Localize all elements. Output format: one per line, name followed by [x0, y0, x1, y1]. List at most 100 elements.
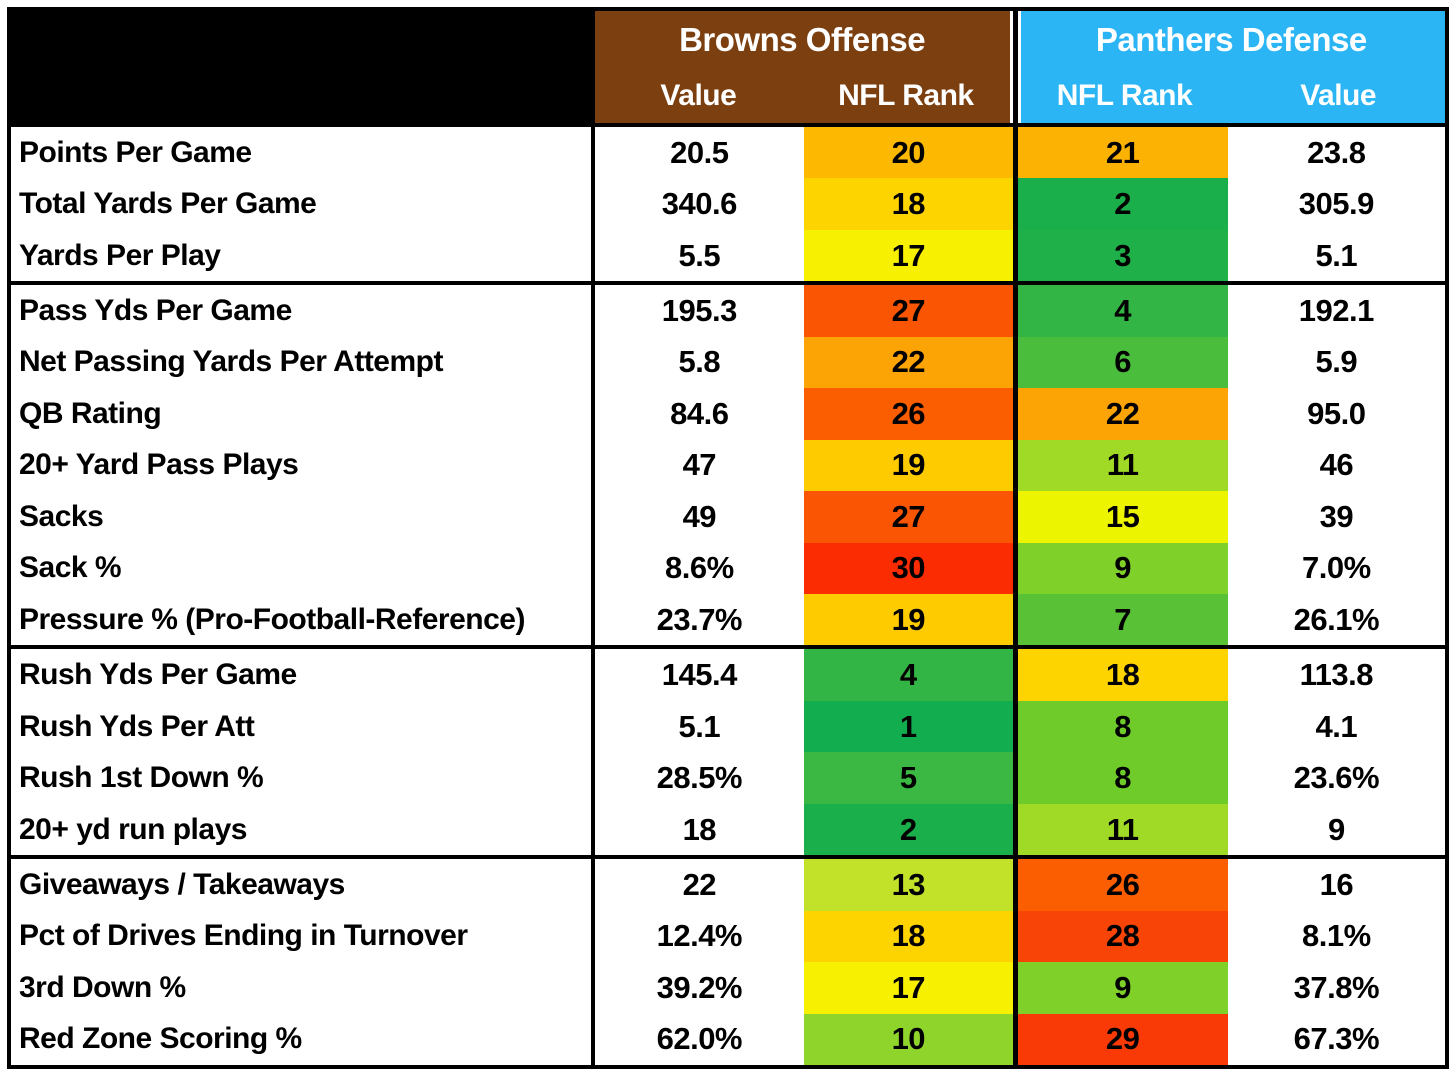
panthers-rank-cell: 4	[1012, 285, 1228, 337]
panthers-value-cell: 305.9	[1298, 186, 1375, 222]
panthers-rank-cell: 11	[1012, 439, 1228, 492]
browns-value-cell: 47	[682, 447, 717, 483]
panthers-value-cell: 37.8%	[1293, 969, 1380, 1005]
stat-label: Rush Yds Per Game	[11, 649, 595, 701]
stat-label: Total Yards Per Game	[11, 178, 595, 230]
browns-rank-cell: 27	[803, 285, 1013, 337]
browns-rank-cell: 26	[803, 388, 1013, 440]
panthers-rank-cell: 9	[1012, 962, 1228, 1014]
panthers-value-cell: 39	[1319, 498, 1354, 534]
panthers-value-cell: 113.8	[1299, 657, 1374, 693]
browns-value-cell: 145.4	[661, 657, 738, 693]
table-row: Rush Yds Per Att 5.1 1 8 4.1	[11, 700, 1445, 753]
panthers-rank-cell: 8	[1012, 700, 1228, 753]
stat-label: Net Passing Yards Per Attempt	[11, 336, 595, 389]
corner-block	[11, 11, 595, 123]
panthers-header: Panthers Defense NFL Rank Value	[1012, 11, 1445, 123]
panthers-value-cell: 5.9	[1315, 344, 1358, 380]
stat-label: Giveaways / Takeaways	[11, 859, 595, 911]
stat-label: Points Per Game	[11, 127, 595, 179]
browns-rank-cell: 20	[803, 127, 1013, 179]
browns-value-cell: 8.6%	[664, 550, 734, 586]
table-row: Pressure % (Pro-Football-Reference) 23.7…	[11, 593, 1445, 646]
table-row: Sacks 49 27 15 39	[11, 491, 1445, 543]
table-row: Red Zone Scoring % 62.0% 10 29 67.3%	[11, 1013, 1445, 1066]
browns-rank-cell: 1	[803, 700, 1013, 753]
browns-rank-cell: 4	[803, 649, 1013, 701]
browns-value-cell: 39.2%	[656, 969, 743, 1005]
stat-label: Yards Per Play	[11, 229, 595, 282]
stat-label: Rush 1st Down %	[11, 752, 595, 804]
browns-rank-cell: 18	[803, 910, 1013, 963]
table-row: Yards Per Play 5.5 17 3 5.1	[11, 229, 1445, 282]
table-row: Rush 1st Down % 28.5% 5 8 23.6%	[11, 752, 1445, 804]
panthers-rank-cell: 26	[1012, 859, 1228, 911]
panthers-rank-cell: 11	[1012, 803, 1228, 856]
browns-subheader: Value NFL Rank	[595, 68, 1010, 123]
stat-label: Pressure % (Pro-Football-Reference)	[11, 593, 595, 646]
panthers-rank-cell: 9	[1012, 542, 1228, 594]
stat-section: Giveaways / Takeaways 22 13 26 16 Pct of…	[11, 855, 1445, 1066]
browns-value-cell: 84.6	[670, 395, 729, 431]
table-header: Browns Offense Value NFL Rank Panthers D…	[11, 11, 1445, 127]
stat-label: Pass Yds Per Game	[11, 285, 595, 337]
browns-value-cell: 5.1	[678, 708, 721, 744]
browns-value-cell: 5.8	[678, 344, 721, 380]
stat-label: Pct of Drives Ending in Turnover	[11, 910, 595, 963]
panthers-value-cell: 16	[1319, 866, 1354, 902]
browns-rank-cell: 10	[803, 1013, 1013, 1066]
table-row: Net Passing Yards Per Attempt 5.8 22 6 5…	[11, 336, 1445, 389]
browns-value-cell: 20.5	[670, 134, 729, 170]
stat-section: Pass Yds Per Game 195.3 27 4 192.1 Net P…	[11, 281, 1445, 646]
browns-value-cell: 18	[682, 811, 717, 847]
table-row: 20+ Yard Pass Plays 47 19 11 46	[11, 439, 1445, 492]
panthers-value-cell: 67.3%	[1293, 1021, 1380, 1057]
panthers-rank-cell: 29	[1012, 1013, 1228, 1066]
panthers-rank-cell: 6	[1012, 336, 1228, 389]
table-body: Points Per Game 20.5 20 21 23.8 Total Ya…	[11, 127, 1445, 1066]
panthers-value-cell: 8.1%	[1302, 918, 1371, 954]
panthers-rank-col-header: NFL Rank	[1056, 78, 1193, 112]
browns-value-cell: 195.3	[661, 293, 738, 329]
panthers-subheader: NFL Rank Value	[1018, 68, 1445, 123]
browns-rank-cell: 5	[803, 752, 1013, 804]
browns-rank-cell: 27	[803, 491, 1013, 543]
panthers-rank-cell: 8	[1012, 752, 1228, 804]
panthers-value-cell: 9	[1327, 811, 1345, 847]
table-row: Rush Yds Per Game 145.4 4 18 113.8	[11, 649, 1445, 701]
panthers-value-cell: 23.6%	[1293, 760, 1380, 796]
browns-value-cell: 62.0%	[656, 1021, 743, 1057]
stat-section: Points Per Game 20.5 20 21 23.8 Total Ya…	[11, 127, 1445, 282]
panthers-rank-cell: 3	[1012, 229, 1228, 282]
browns-rank-cell: 17	[803, 962, 1013, 1014]
browns-value-cell: 23.7%	[656, 601, 743, 637]
table-row: Sack % 8.6% 30 9 7.0%	[11, 542, 1445, 594]
panthers-value-cell: 192.1	[1298, 293, 1375, 329]
browns-rank-col-header: NFL Rank	[838, 78, 974, 112]
stats-comparison-table: Browns Offense Value NFL Rank Panthers D…	[7, 7, 1449, 1069]
panthers-rank-cell: 22	[1012, 388, 1228, 440]
panthers-value-cell: 26.1%	[1293, 601, 1380, 637]
browns-rank-cell: 30	[803, 542, 1013, 594]
panthers-rank-cell: 2	[1012, 178, 1228, 230]
stat-label: 20+ yd run plays	[11, 803, 595, 856]
panthers-rank-cell: 18	[1012, 649, 1228, 701]
browns-rank-cell: 19	[803, 439, 1013, 492]
stat-label: 3rd Down %	[11, 962, 595, 1014]
panthers-value-cell: 7.0%	[1302, 550, 1371, 586]
stat-label: QB Rating	[11, 388, 595, 440]
browns-rank-cell: 19	[803, 593, 1013, 646]
panthers-rank-cell: 7	[1012, 593, 1228, 646]
stat-label: Sack %	[11, 542, 595, 594]
panthers-rank-cell: 15	[1012, 491, 1228, 543]
table-row: QB Rating 84.6 26 22 95.0	[11, 388, 1445, 440]
stat-label: Red Zone Scoring %	[11, 1013, 595, 1066]
browns-value-cell: 12.4%	[656, 918, 743, 954]
panthers-value-cell: 46	[1319, 447, 1354, 483]
browns-header: Browns Offense Value NFL Rank	[594, 11, 1013, 123]
browns-value-cell: 340.6	[661, 186, 738, 222]
table-row: Pct of Drives Ending in Turnover 12.4% 1…	[11, 910, 1445, 963]
panthers-title: Panthers Defense	[1095, 20, 1367, 58]
table-row: Points Per Game 20.5 20 21 23.8	[11, 127, 1445, 179]
